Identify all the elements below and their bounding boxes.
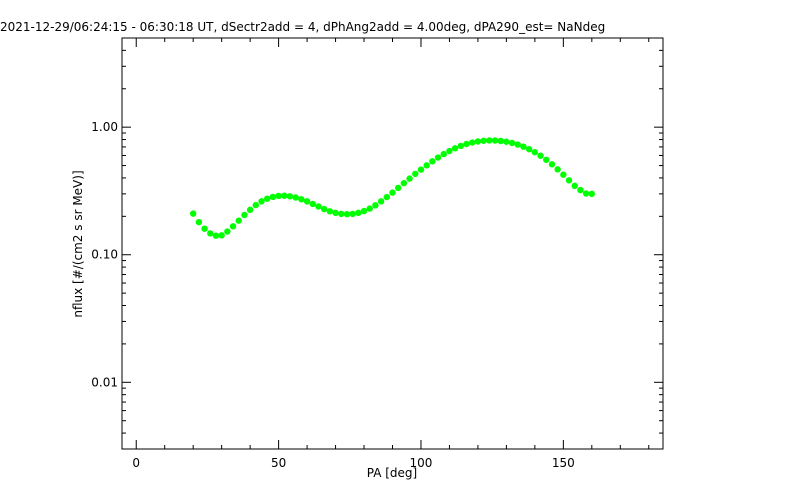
data-point [554,166,561,173]
axis-ticks [122,37,663,450]
data-point [303,198,311,205]
data-point [508,139,516,147]
data-point [543,156,550,163]
data-point [434,154,442,161]
data-point [372,202,379,209]
data-point [258,198,265,205]
y-tick-label: 0.10 [91,248,118,262]
data-point [229,223,237,230]
data-point [520,143,527,150]
data-point [212,232,220,239]
data-point [537,152,544,159]
data-point [218,232,225,239]
data-point [469,139,476,146]
data-point [252,201,260,209]
data-point [377,198,385,205]
data-point [224,228,231,235]
data-point [400,179,408,187]
data-point [338,210,345,218]
data-point [286,193,294,200]
x-tick-label: 0 [132,456,140,470]
data-point [394,184,402,192]
data-point [355,209,362,217]
data-point [207,230,214,237]
plot-frame [121,37,664,450]
data-point [588,190,596,198]
data-point [531,149,539,156]
data-point [560,171,567,178]
data-point [440,150,447,158]
data-point [366,205,373,212]
data-point [577,186,584,194]
data-point [343,210,351,218]
data-point [457,142,465,150]
data-point [264,195,271,202]
data-point [235,217,242,224]
tick-labels: 0 50 100 150 0.01 0.10 1.00 [91,120,575,470]
data-point [406,175,413,182]
data-point [486,137,493,144]
data-point [320,205,328,213]
data-point [451,145,459,152]
data-point [491,137,499,144]
data-point [201,225,208,232]
data-point [429,158,436,165]
data-point [309,200,316,208]
data-point [565,177,573,184]
data-point [463,140,470,148]
data-point [360,207,368,215]
data-point [241,211,248,219]
data-point [389,189,396,196]
data-point [298,196,305,203]
data-point [269,193,277,201]
chart-title: 2021-12-29/06:24:15 - 06:30:18 UT, dSect… [0,20,605,34]
data-point [423,162,430,169]
data-point [503,138,510,145]
data-point [332,209,339,217]
data-point [326,208,334,215]
data-point [525,145,533,153]
data-series [189,137,596,239]
x-tick-label: 50 [271,456,286,470]
data-point [571,182,578,190]
y-axis-label: nflux [#/(cm2 s sr MeV)] [71,170,85,317]
data-point [548,161,556,168]
x-axis-label: PA [deg] [367,466,417,480]
x-tick-label: 150 [552,456,575,470]
data-point [582,190,590,197]
y-tick-label: 1.00 [91,120,118,134]
data-point [189,210,197,217]
data-point [514,141,521,148]
data-point [275,192,282,200]
x-tick-label: 100 [410,456,433,470]
data-point [349,210,356,218]
data-point [281,192,288,199]
data-point [315,203,322,210]
data-point [446,147,453,155]
y-tick-label: 0.01 [91,375,118,389]
data-point [497,137,504,145]
data-point [383,193,391,201]
data-point [417,166,425,173]
data-point [480,137,487,144]
data-point [195,218,203,226]
data-point [246,206,254,214]
data-point [412,170,419,178]
data-point [292,194,299,201]
data-point [474,138,482,145]
